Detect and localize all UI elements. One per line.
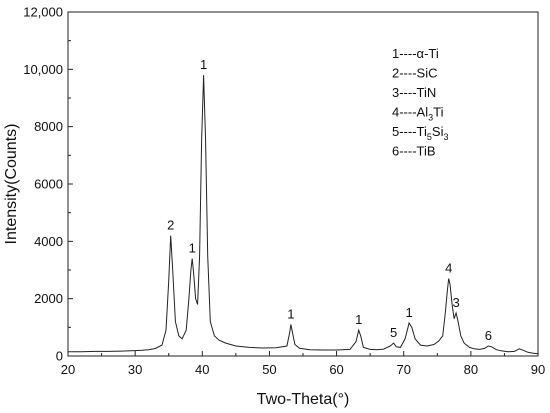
legend-entry: 5----Ti5Si3 <box>392 124 449 142</box>
y-tick-label: 12,000 <box>23 5 63 20</box>
x-tick-label: 80 <box>464 362 478 377</box>
x-tick-label: 90 <box>531 362 545 377</box>
x-tick-label: 50 <box>262 362 276 377</box>
series-line <box>68 75 539 355</box>
x-tick-label: 60 <box>329 362 343 377</box>
y-tick-label: 2000 <box>34 291 63 306</box>
x-tick-label: 20 <box>61 362 75 377</box>
peak-label: 6 <box>485 328 492 343</box>
peak-label: 1 <box>405 305 412 320</box>
y-tick-label: 6000 <box>34 177 63 192</box>
y-tick-label: 0 <box>56 349 63 364</box>
y-tick-label: 10,000 <box>23 62 63 77</box>
plot-frame <box>67 11 539 357</box>
legend: 1----α-Ti 2----SiC 3----TiN 4----Al3Ti5----… <box>392 46 449 159</box>
peak-label: 1 <box>287 306 294 321</box>
peak-label: 4 <box>445 261 452 276</box>
legend-entry: 4----Al3Ti <box>392 105 444 123</box>
x-axis-title: Two-Theta(°) <box>257 391 350 408</box>
x-tick-label: 40 <box>195 362 209 377</box>
legend-entry: 2----SiC <box>392 66 438 81</box>
peak-label: 1 <box>200 57 207 72</box>
peak-label: 1 <box>189 241 196 256</box>
y-axis-ticks: 0 2000 4000 6000 8000 10,000 12,000 <box>23 5 73 364</box>
peak-label: 5 <box>390 325 397 340</box>
peak-label: 3 <box>452 295 459 310</box>
x-tick-label: 70 <box>396 362 410 377</box>
y-tick-label: 4000 <box>34 234 63 249</box>
legend-entry: 1----α-Ti <box>392 46 439 61</box>
y-axis-title: Intensity(Counts) <box>3 124 20 245</box>
x-axis-ticks: 20 30 40 50 60 70 80 90 <box>61 351 545 377</box>
legend-entry: 3----TiN <box>392 85 436 100</box>
x-tick-label: 30 <box>128 362 142 377</box>
peak-label: 2 <box>167 218 174 233</box>
peak-label: 1 <box>355 312 362 327</box>
legend-entry: 6----TiB <box>392 144 436 159</box>
y-tick-label: 8000 <box>34 119 63 134</box>
